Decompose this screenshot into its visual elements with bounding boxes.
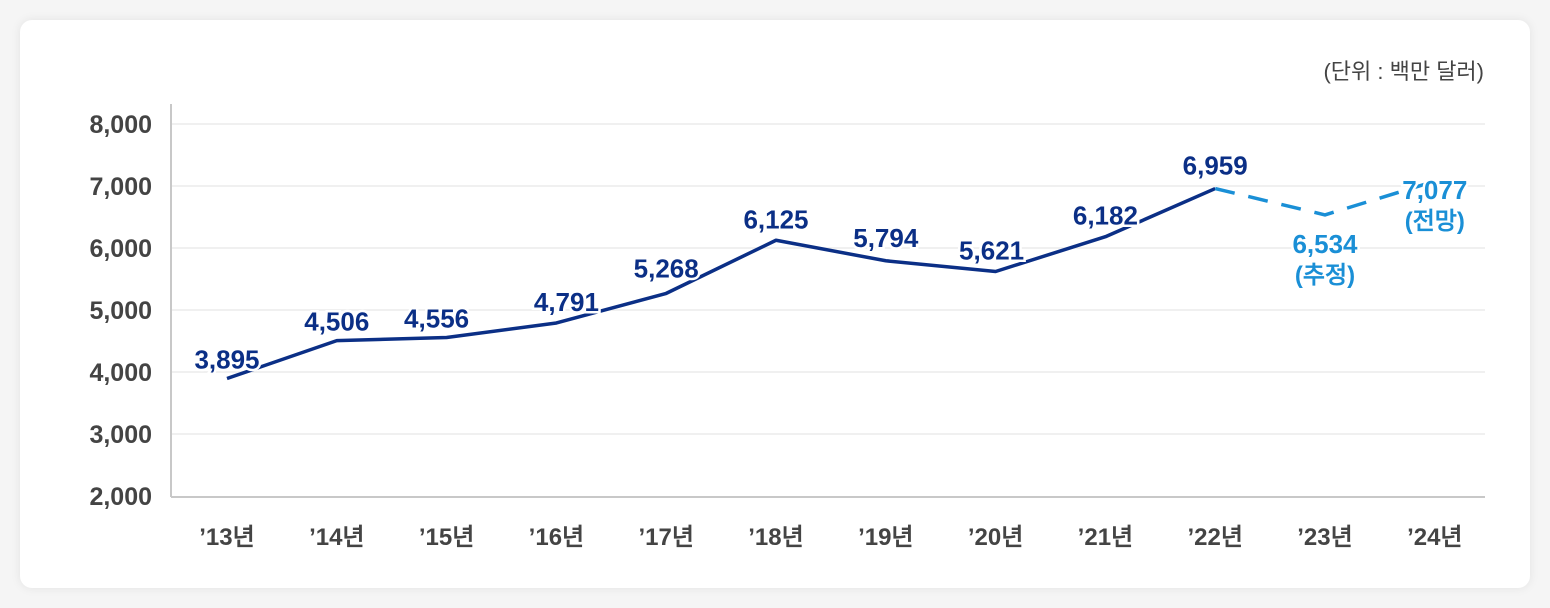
data-label: 4,556 <box>404 304 469 334</box>
x-tick-label: ’17년 <box>638 524 693 551</box>
data-label: 5,268 <box>634 253 699 283</box>
y-tick-label: 7,000 <box>89 173 152 201</box>
data-label: 7,077 <box>1402 175 1467 205</box>
data-label-annotation: (추정) <box>1295 262 1355 289</box>
x-tick-label: ’24년 <box>1407 524 1462 551</box>
x-tick-label: ’14년 <box>309 524 364 551</box>
forecast-series-line <box>1214 179 1436 217</box>
x-tick-label: ’22년 <box>1187 524 1242 551</box>
y-tick-label: 4,000 <box>89 359 152 387</box>
chart-card <box>20 20 1530 588</box>
x-tick-label: ’18년 <box>748 524 803 551</box>
y-tick-label: 5,000 <box>89 297 152 325</box>
y-tick-label: 8,000 <box>89 111 152 139</box>
x-tick-label: ’16년 <box>529 524 584 551</box>
x-tick-label: ’13년 <box>199 524 254 551</box>
x-tick-label: ’15년 <box>419 524 474 551</box>
data-label: 5,794 <box>853 223 919 253</box>
data-label: 6,125 <box>743 204 808 234</box>
actual-series-line <box>226 186 1216 381</box>
data-label-annotation: (전망) <box>1405 208 1465 235</box>
data-label: 5,621 <box>959 235 1024 265</box>
y-tick-label: 2,000 <box>89 483 152 511</box>
data-label: 6,959 <box>1183 151 1248 181</box>
x-tick-label: ’21년 <box>1078 524 1133 551</box>
y-tick-label: 6,000 <box>89 235 152 263</box>
data-label: 3,895 <box>194 345 259 375</box>
x-tick-label: ’19년 <box>858 524 913 551</box>
x-tick-label: ’20년 <box>968 524 1023 551</box>
data-label: 6,182 <box>1073 201 1138 231</box>
x-tick-label: ’23년 <box>1297 524 1352 551</box>
y-tick-label: 3,000 <box>89 421 152 449</box>
data-label: 6,534 <box>1292 229 1358 259</box>
data-label: 4,791 <box>534 287 599 317</box>
data-label: 4,506 <box>304 307 369 337</box>
unit-note: (단위 : 백만 달러) <box>1323 59 1484 84</box>
